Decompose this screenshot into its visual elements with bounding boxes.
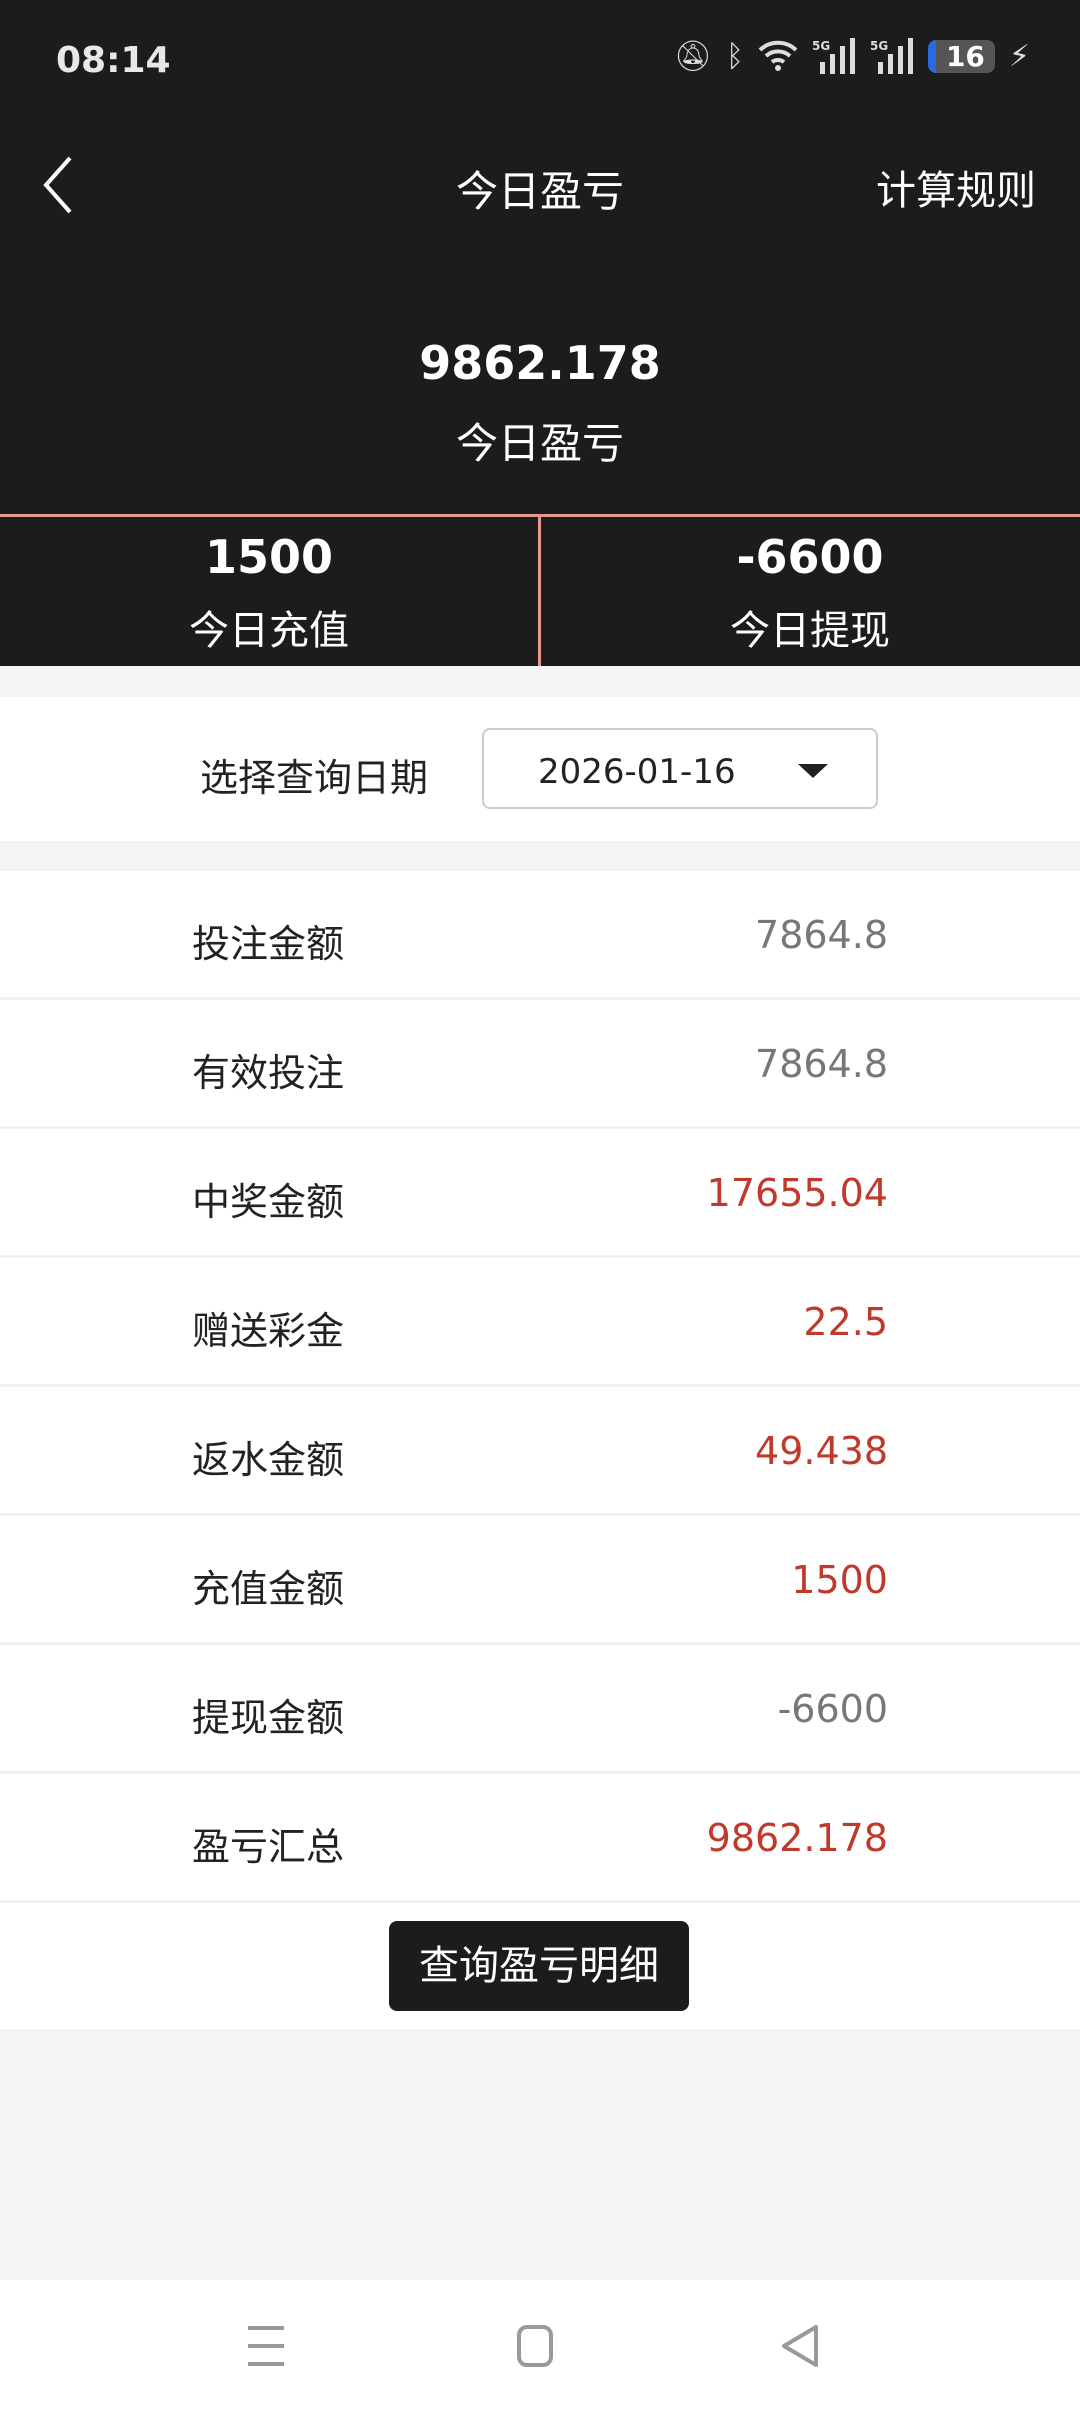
date-dropdown[interactable]: 2026-01-16 (482, 728, 878, 809)
status-time: 08:14 (56, 40, 171, 81)
today-profit-label: 今日盈亏 (455, 419, 624, 468)
today-profit-value: 9862.178 (419, 336, 661, 390)
button-section: 查询盈亏明细 (0, 1903, 1080, 2029)
battery-icon: 16 (927, 39, 995, 73)
table-row: 盈亏汇总 9862.178 (0, 1774, 1080, 1903)
back-icon[interactable] (40, 150, 100, 220)
svg-text:5G: 5G (870, 39, 888, 53)
row-label: 提现金额 (192, 1696, 345, 1740)
table-row: 提现金额 -6600 (0, 1645, 1080, 1774)
row-value: 7864.8 (755, 1042, 888, 1086)
calculation-rules-link[interactable]: 计算规则 (876, 168, 1036, 214)
row-value: 22.5 (803, 1300, 888, 1344)
row-value: 1500 (791, 1558, 888, 1602)
row-label: 有效投注 (192, 1051, 345, 1095)
menu-icon[interactable] (246, 2324, 286, 2368)
row-label: 投注金额 (192, 922, 345, 966)
row-label: 返水金额 (192, 1438, 345, 1482)
table-row: 充值金额 1500 (0, 1516, 1080, 1645)
row-value: 49.438 (755, 1429, 888, 1473)
mute-icon: 🔕︎ (673, 38, 712, 74)
row-value: -6600 (777, 1687, 888, 1731)
stat-value: -6600 (736, 530, 884, 584)
table-row: 有效投注 7864.8 (0, 1000, 1080, 1129)
signal-5g-icon: 5G (812, 38, 855, 74)
query-detail-button[interactable]: 查询盈亏明细 (389, 1921, 689, 2011)
row-label: 盈亏汇总 (192, 1825, 345, 1869)
stat-recharge: 1500 今日充值 (0, 530, 538, 656)
divider (0, 514, 1080, 517)
date-filter-label: 选择查询日期 (200, 756, 429, 800)
page-title: 今日盈亏 (455, 167, 624, 216)
table-row: 中奖金额 17655.04 (0, 1129, 1080, 1258)
status-icons: 🔕︎ ᛒ 5G 5G 16 ⚡︎ (674, 38, 1030, 74)
stat-value: 1500 (204, 530, 334, 584)
home-icon[interactable] (516, 2324, 554, 2368)
stat-label: 今日提现 (730, 608, 890, 654)
divider (538, 517, 541, 666)
row-label: 赠送彩金 (192, 1309, 345, 1353)
stat-label: 今日充值 (189, 608, 349, 654)
table-row: 返水金额 49.438 (0, 1387, 1080, 1516)
bluetooth-icon: ᛒ (725, 38, 744, 74)
row-value: 7864.8 (755, 913, 888, 957)
row-value: 17655.04 (706, 1171, 888, 1215)
row-value: 9862.178 (706, 1816, 888, 1860)
signal-5g-icon: 5G (870, 38, 913, 74)
charging-icon: ⚡︎ (1008, 38, 1030, 74)
caret-down-icon (798, 764, 828, 778)
date-value: 2026-01-16 (538, 752, 736, 792)
header-panel: 08:14 🔕︎ ᛒ 5G 5G 16 ⚡︎ 今日盈亏 计算规则 9862.17… (0, 0, 1080, 666)
svg-text:5G: 5G (812, 39, 830, 53)
back-nav-icon[interactable] (780, 2324, 820, 2368)
row-label: 中奖金额 (192, 1180, 345, 1224)
date-filter: 选择查询日期 2026-01-16 (0, 697, 1080, 841)
system-nav-bar (0, 2280, 1080, 2412)
row-label: 充值金额 (192, 1567, 345, 1611)
stat-withdraw: -6600 今日提现 (541, 530, 1079, 656)
table-row: 赠送彩金 22.5 (0, 1258, 1080, 1387)
table-row: 投注金额 7864.8 (0, 871, 1080, 1000)
wifi-icon (758, 40, 798, 71)
profit-table: 投注金额 7864.8 有效投注 7864.8 中奖金额 17655.04 赠送彩金 22.5… (0, 871, 1080, 1903)
